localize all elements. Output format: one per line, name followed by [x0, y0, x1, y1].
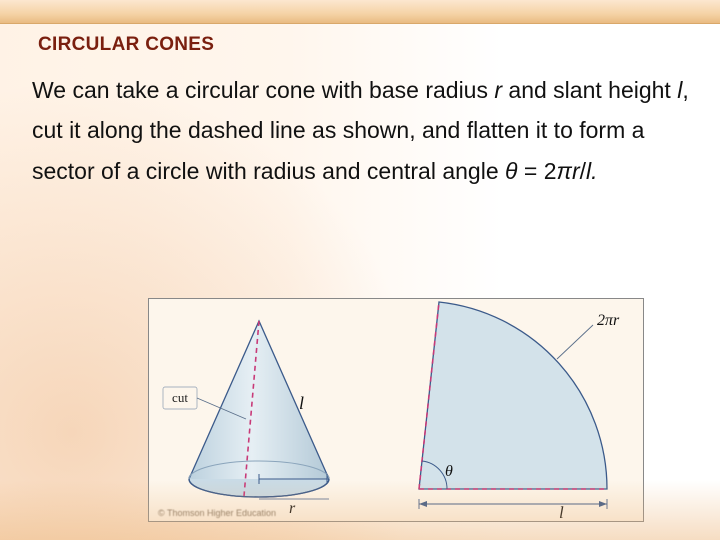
- cut-label: cut: [172, 390, 188, 405]
- var-pi: π: [557, 158, 572, 184]
- body-paragraph: We can take a circular cone with base ra…: [0, 56, 720, 191]
- period: .: [591, 158, 597, 184]
- arc-label: 2πr: [597, 312, 620, 329]
- text: = 2: [518, 158, 557, 184]
- header-bar: [0, 0, 720, 24]
- slide-title: CIRCULAR CONES: [0, 24, 720, 56]
- text: We can take a circular cone with base ra…: [32, 77, 494, 103]
- var-r2: r: [572, 158, 580, 184]
- var-theta: θ: [505, 158, 517, 184]
- angle-label: θ: [445, 463, 453, 480]
- var-r: r: [494, 77, 502, 103]
- text: and slant height: [502, 77, 677, 103]
- bottom-gradient: [0, 480, 720, 540]
- cone-slant-label: l: [299, 393, 304, 413]
